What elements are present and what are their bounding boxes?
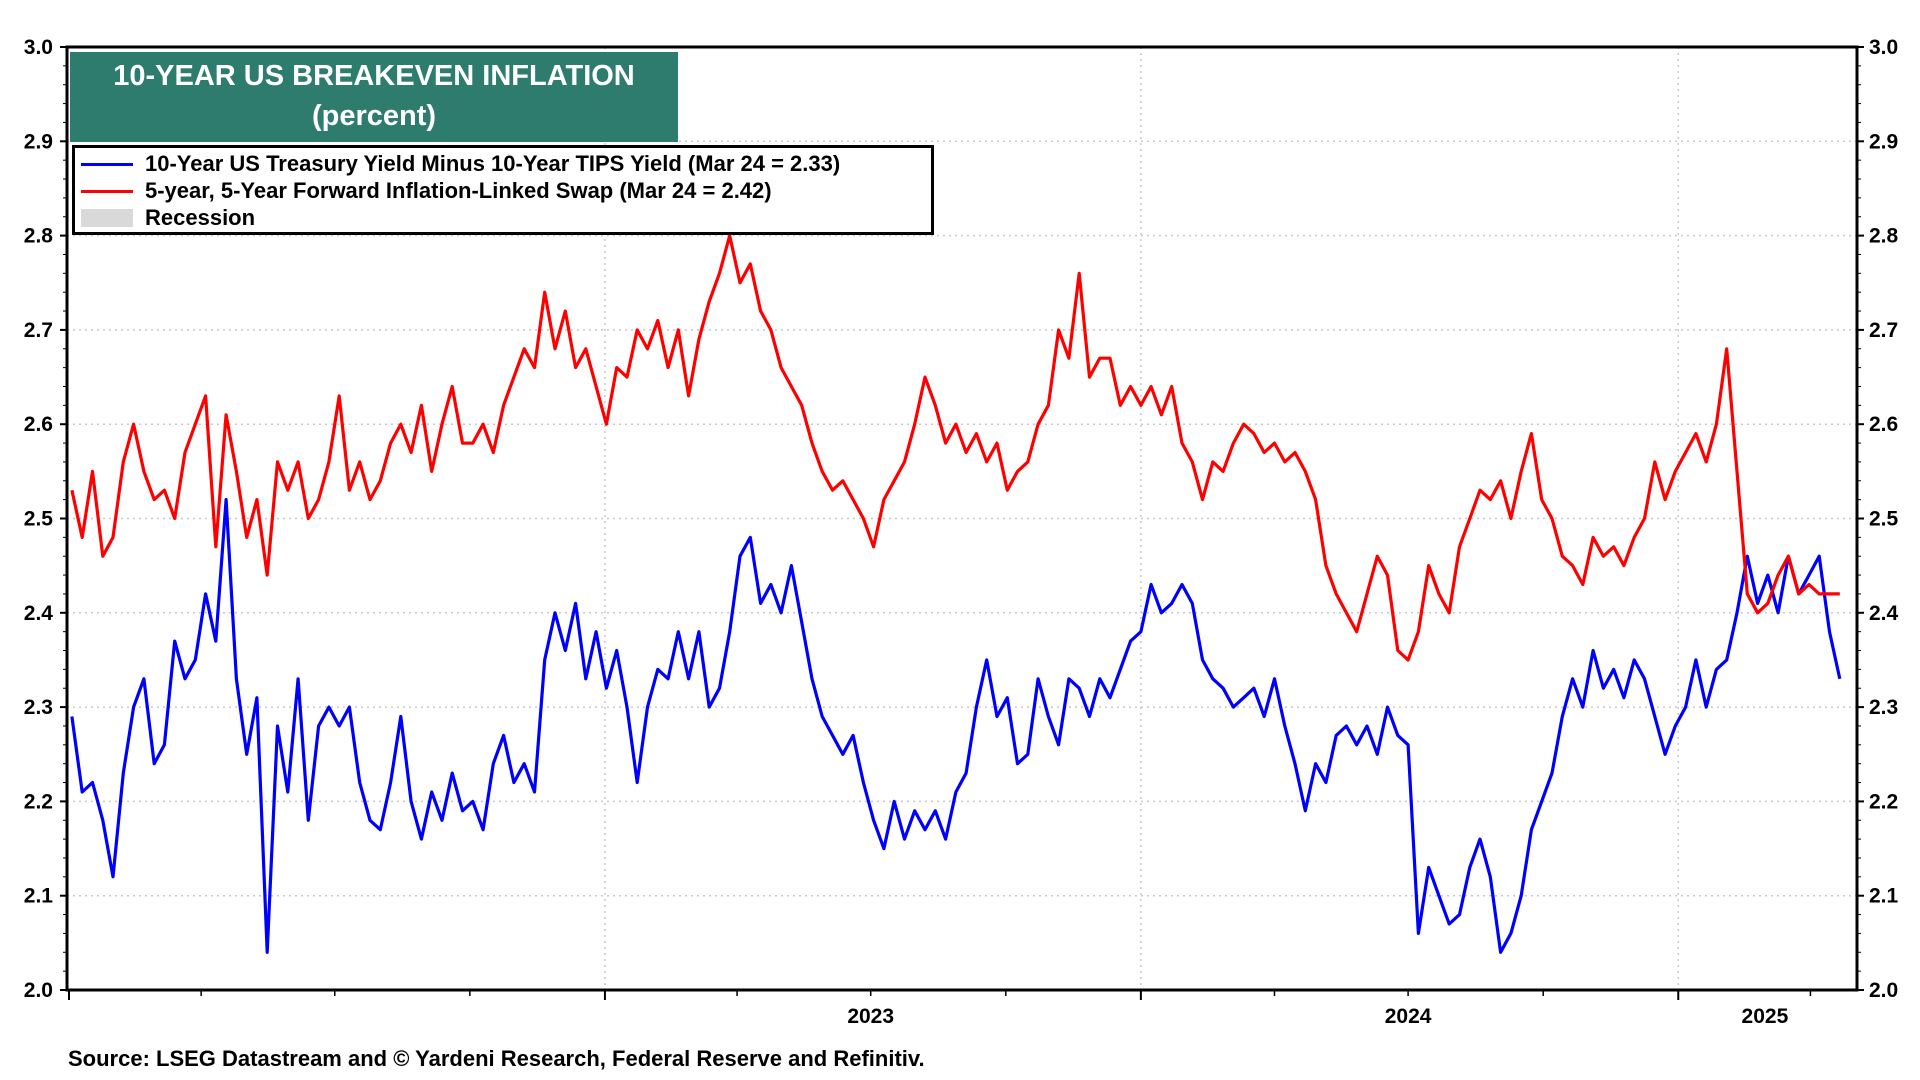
- y-tick-label-right: 2.4: [1869, 602, 1899, 625]
- legend-swatch-recession: [81, 209, 133, 227]
- y-tick-label-left: 2.3: [24, 696, 53, 719]
- legend-item-swap: 5-year, 5-Year Forward Inflation-Linked …: [75, 178, 931, 204]
- x-tick-label: 2025: [1742, 1005, 1789, 1028]
- legend-label: 5-year, 5-Year Forward Inflation-Linked …: [145, 178, 772, 203]
- y-tick-label-left: 2.9: [24, 130, 53, 153]
- y-tick-label-right: 2.5: [1869, 508, 1899, 531]
- y-tick-label-right: 2.3: [1869, 696, 1898, 719]
- y-tick-label-left: 2.6: [24, 413, 53, 436]
- y-tick-label-left: 3.0: [24, 36, 53, 59]
- y-tick-label-right: 3.0: [1869, 36, 1898, 59]
- x-tick-label: 2023: [847, 1005, 894, 1028]
- y-tick-label-left: 2.2: [24, 790, 53, 813]
- y-tick-label-left: 2.8: [24, 225, 54, 248]
- legend-label: Recession: [145, 205, 256, 230]
- y-tick-label-right: 2.1: [1869, 885, 1899, 908]
- y-tick-label-left: 2.7: [24, 319, 53, 342]
- y-tick-label-left: 2.4: [24, 602, 54, 625]
- x-tick-label: 2024: [1385, 1005, 1432, 1028]
- y-tick-label-right: 2.8: [1869, 225, 1899, 248]
- legend: 10-Year US Treasury Yield Minus 10-Year …: [72, 145, 934, 235]
- chart-title: 10-YEAR US BREAKEVEN INFLATION (percent): [70, 52, 678, 142]
- legend-label: 10-Year US Treasury Yield Minus 10-Year …: [145, 151, 841, 176]
- y-tick-label-left: 2.0: [24, 979, 53, 1002]
- y-tick-label-right: 2.2: [1869, 790, 1898, 813]
- axes: 2.0 2.0 2.1 2.1 2.2 2.2 2.3 2.3 2.4 2.4 2.5 2.5 2.6 2…: [24, 36, 1899, 1028]
- legend-item-recession: Recession: [75, 205, 931, 231]
- chart-subtitle: (percent): [311, 100, 437, 132]
- source-note: Source: LSEG Datastream and © Yardeni Re…: [68, 1046, 925, 1071]
- y-tick-label-right: 2.7: [1869, 319, 1898, 342]
- series-layer: [70, 234, 1842, 954]
- y-tick-label-right: 2.9: [1869, 130, 1898, 153]
- y-tick-label-left: 2.1: [24, 885, 54, 908]
- chart-title-line1: 10-YEAR US BREAKEVEN INFLATION: [113, 60, 635, 92]
- y-tick-label-left: 2.5: [24, 508, 54, 531]
- series-line-swap: [70, 234, 1840, 662]
- series-line-breakeven: [70, 498, 1842, 954]
- legend-item-breakeven: 10-Year US Treasury Yield Minus 10-Year …: [75, 151, 931, 177]
- legend-swatch-blue: [81, 163, 133, 166]
- y-tick-label-right: 2.6: [1869, 413, 1898, 436]
- y-tick-label-right: 2.0: [1869, 979, 1898, 1002]
- legend-swatch-red: [81, 190, 133, 193]
